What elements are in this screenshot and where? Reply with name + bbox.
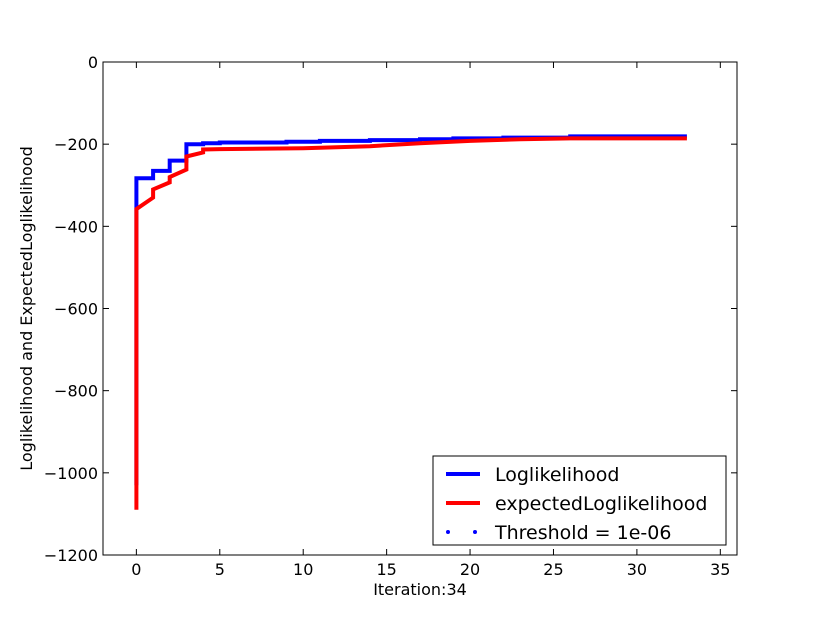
x-tick-label: 0 xyxy=(131,560,141,579)
y-tick-label: −200 xyxy=(54,135,98,154)
x-tick-label: 10 xyxy=(293,560,313,579)
legend-entry: Threshold = 1e-06 xyxy=(494,522,671,544)
legend-box xyxy=(432,455,727,546)
series-line-1 xyxy=(134,136,687,510)
x-tick-label: 20 xyxy=(460,560,480,579)
legend-marker-dot xyxy=(473,530,477,534)
y-tick-label: −800 xyxy=(54,382,98,401)
y-axis-label: Loglikelihood and ExpectedLoglikelihood xyxy=(17,146,36,470)
legend: Loglikelihood expectedLoglikelihood Thresh… xyxy=(432,455,727,546)
y-tick-label: −400 xyxy=(54,217,98,236)
legend-entry: expectedLoglikelihood xyxy=(495,493,707,515)
legend-entry: Loglikelihood xyxy=(495,464,619,486)
x-tick-label: 25 xyxy=(543,560,563,579)
x-tick-label: 30 xyxy=(627,560,647,579)
y-tick-label: −1000 xyxy=(44,464,98,483)
y-tick-label: −600 xyxy=(54,300,98,319)
x-tick-label: 5 xyxy=(215,560,225,579)
legend-marker-dot xyxy=(446,530,450,534)
x-axis-label: Iteration:34 xyxy=(373,580,467,599)
x-tick-label: 35 xyxy=(710,560,730,579)
series-line-0 xyxy=(134,134,687,486)
ticks-layer: 0 5 10 15 20 25 30 35 0 −200 −400 −600 −800 −1000 −120… xyxy=(44,53,737,579)
y-tick-label: −1200 xyxy=(44,546,98,565)
y-tick-label: 0 xyxy=(88,53,98,72)
series-layer xyxy=(134,134,687,510)
x-tick-label: 15 xyxy=(376,560,396,579)
